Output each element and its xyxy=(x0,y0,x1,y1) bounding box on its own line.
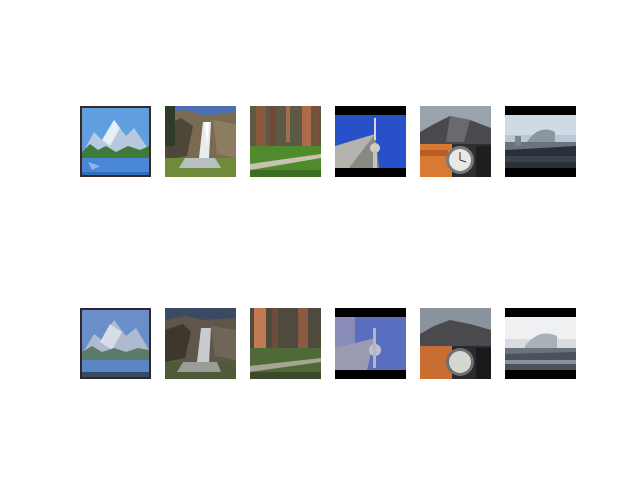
image-painted-mountain-lake-reconstruction xyxy=(80,308,151,379)
image-waterfall-cliffs-reconstruction xyxy=(165,308,236,379)
image-forest-trees-meadow-reconstruction xyxy=(250,308,321,379)
image-city-waterfront xyxy=(505,106,576,177)
image-tv-tower-blue-sky-reconstruction xyxy=(335,308,406,379)
image-city-waterfront-reconstruction xyxy=(505,308,576,379)
image-waterfall-cliffs xyxy=(165,106,236,177)
image-wristwatch-half-dome xyxy=(420,106,491,177)
image-tv-tower-blue-sky xyxy=(335,106,406,177)
image-forest-trees-meadow xyxy=(250,106,321,177)
image-painted-mountain-lake xyxy=(80,106,151,177)
image-wristwatch-half-dome-reconstruction xyxy=(420,308,491,379)
